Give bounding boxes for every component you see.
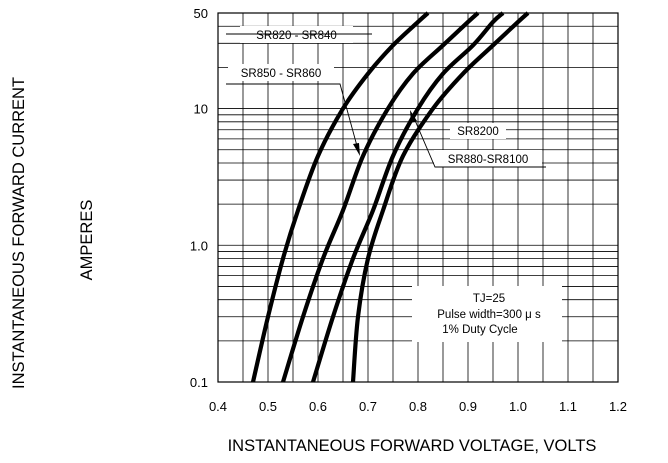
leader-line bbox=[413, 117, 546, 168]
test-conditions: TJ=25 Pulse width=300 μ s 1% Duty Cycle bbox=[412, 286, 562, 342]
x-tick-label: 0.6 bbox=[309, 399, 327, 414]
svg-text:SR820 - SR840: SR820 - SR840 bbox=[256, 30, 337, 42]
series-line-3 bbox=[310, 11, 505, 383]
leader-line bbox=[226, 83, 358, 147]
svg-text:SR8200: SR8200 bbox=[457, 126, 499, 138]
y-tick-label: 0.1 bbox=[190, 375, 208, 390]
svg-text:SR850 - SR860: SR850 - SR860 bbox=[241, 68, 322, 80]
label-sr8200: SR8200 bbox=[450, 123, 506, 139]
condition-line-2: Pulse width=300 μ s bbox=[437, 309, 541, 321]
label-sr880-sr8100: SR880-SR8100 bbox=[434, 150, 542, 167]
curve-annotations: SR820 - SR840 SR850 - SR860 SR8200 SR880-SR… bbox=[226, 26, 562, 342]
x-tick-label: 1.1 bbox=[559, 399, 577, 414]
condition-line-1: TJ=25 bbox=[473, 293, 505, 305]
y-tick-label: 1.0 bbox=[190, 238, 208, 253]
y-tick-label: 10 bbox=[194, 102, 208, 117]
leader-arrowhead bbox=[353, 143, 360, 156]
leader-arrowhead bbox=[410, 110, 417, 123]
series-line-2 bbox=[280, 11, 480, 383]
series-curves bbox=[250, 11, 530, 383]
x-tick-label: 0.8 bbox=[409, 399, 427, 414]
x-tick-label: 0.9 bbox=[459, 399, 477, 414]
x-tick-label: 1.0 bbox=[509, 399, 527, 414]
plot-frame bbox=[217, 12, 619, 383]
x-tick-label: 0.5 bbox=[259, 399, 277, 414]
x-tick-label: 0.4 bbox=[209, 399, 227, 414]
series-line-4 bbox=[350, 11, 530, 383]
label-sr850-sr860: SR850 - SR860 bbox=[228, 64, 334, 81]
series-line-1 bbox=[250, 11, 430, 383]
x-axis-title: INSTANTANEOUS FORWARD VOLTAGE, VOLTS bbox=[228, 437, 597, 455]
x-tick-label: 0.7 bbox=[359, 399, 377, 414]
label-sr820-sr840: SR820 - SR840 bbox=[240, 26, 353, 43]
y-axis-title: INSTANTANEOUS FORWARD CURRENT bbox=[10, 77, 28, 389]
condition-line-3: 1% Duty Cycle bbox=[442, 324, 517, 336]
x-tick-labels: 0.4 0.5 0.6 0.7 0.8 0.9 1.0 1.1 1.2 bbox=[209, 399, 627, 414]
y-axis-subtitle: AMPERES bbox=[78, 200, 96, 281]
y-tick-label: 50 bbox=[194, 6, 208, 21]
x-tick-label: 1.2 bbox=[609, 399, 627, 414]
svg-text:SR880-SR8100: SR880-SR8100 bbox=[448, 154, 529, 166]
y-tick-labels: 0.1 1.0 10 50 bbox=[190, 6, 208, 390]
